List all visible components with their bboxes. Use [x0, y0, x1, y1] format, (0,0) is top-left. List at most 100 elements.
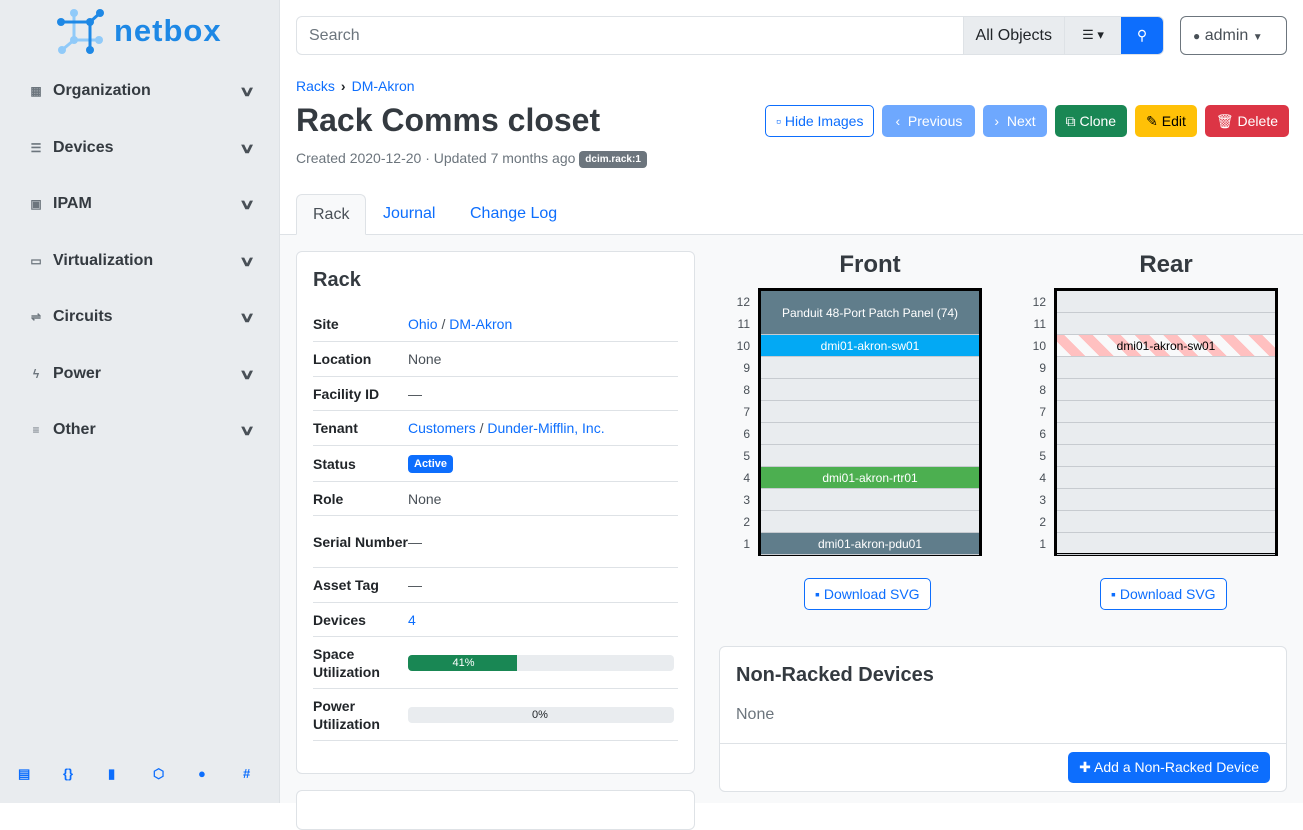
monitor-icon: ▭ — [30, 254, 42, 268]
label: Devices — [313, 611, 366, 628]
download-front-svg-button[interactable]: ▪ Download SVG — [804, 578, 931, 610]
nav-label: Devices — [53, 139, 114, 156]
sidebar-item-circuits[interactable]: ⇌ Circuits ∨ — [28, 308, 256, 326]
devices-link[interactable]: 4 — [408, 611, 416, 628]
api-icon[interactable]: {} — [63, 766, 74, 781]
unit-number: 11 — [737, 317, 750, 331]
ip-icon: ▣ — [30, 197, 42, 211]
previous-button[interactable]: ‹ Previous — [882, 105, 976, 137]
rack-unit[interactable] — [1057, 511, 1275, 533]
page-meta: Created 2020-12-20 · Updated 7 months ag… — [296, 150, 647, 168]
value: — — [408, 533, 422, 550]
tenant-link[interactable]: Dunder-Mifflin, Inc. — [487, 420, 605, 436]
rack-unit[interactable] — [761, 379, 979, 401]
sidebar-item-organization[interactable]: ▦ Organization ∨ — [28, 82, 256, 100]
tenant-group-link[interactable]: Customers — [408, 420, 476, 436]
rack-unit[interactable] — [1057, 489, 1275, 511]
brand-name: netbox — [114, 13, 222, 48]
tab-rack[interactable]: Rack — [296, 194, 367, 235]
rack-unit[interactable] — [761, 401, 979, 423]
rack-unit[interactable] — [1057, 401, 1275, 423]
unit-number: 10 — [1032, 339, 1046, 353]
rack-unit[interactable] — [1057, 445, 1275, 467]
unit-number: 4 — [743, 471, 750, 485]
object-type-select[interactable]: All Objects — [962, 17, 1064, 54]
rack-unit[interactable] — [1057, 379, 1275, 401]
chevron-right-icon: › — [340, 78, 346, 94]
card-title: Rack — [313, 269, 361, 291]
rack-device[interactable]: dmi01-akron-sw01 — [761, 335, 979, 357]
rack-device[interactable]: Panduit 48-Port Patch Panel (74) — [761, 291, 979, 335]
nav-label: Power — [53, 365, 102, 382]
tab-bar: Rack Journal Change Log — [280, 194, 1303, 235]
power-utilization-bar: 0% — [408, 706, 674, 723]
docs-icon[interactable]: ▤ — [18, 766, 31, 781]
lines-icon: ≡ — [32, 423, 40, 437]
delete-button[interactable]: 🗑 Delete — [1204, 105, 1289, 137]
add-non-racked-device-button[interactable]: ✚ Add a Non-Racked Device — [1068, 752, 1270, 783]
chevron-down-icon: ∨ — [238, 82, 256, 99]
unit-number: 9 — [743, 361, 750, 375]
slack-icon[interactable]: # — [243, 766, 251, 781]
site-link[interactable]: DM-Akron — [449, 316, 513, 332]
sidebar-item-virtualization[interactable]: ▭ Virtualization ∨ — [28, 252, 255, 270]
search-input[interactable]: Search — [309, 27, 360, 44]
rack-unit[interactable] — [761, 445, 979, 467]
trash-icon: 🗑 — [1215, 113, 1234, 129]
label: Download SVG — [1119, 586, 1216, 602]
rack-unit[interactable] — [761, 511, 979, 533]
search-icon: ⚲ — [1136, 27, 1148, 43]
graphql-icon[interactable]: ⬡ — [153, 766, 165, 781]
unit-number: 10 — [736, 339, 750, 353]
sidebar-item-other[interactable]: ≡ Other ∨ — [28, 421, 256, 439]
rack-unit[interactable] — [1057, 423, 1275, 445]
unit-number: 1 — [743, 537, 750, 551]
unit-number: 12 — [736, 295, 750, 309]
rack-unit[interactable] — [1057, 467, 1275, 489]
search-button[interactable]: ⚲ — [1121, 17, 1163, 54]
tab-journal[interactable]: Journal — [383, 205, 436, 222]
label: Space Utilization — [313, 645, 380, 680]
chevron-left-icon: ‹ — [895, 113, 901, 129]
rack-card: Rack Site Ohio / DM-Akron Location None Fa… — [296, 251, 695, 774]
sidebar-item-ipam[interactable]: ▣ IPAM ∨ — [28, 195, 255, 213]
sidebar-item-power[interactable]: ϟ Power ∨ — [28, 365, 255, 383]
label: Previous — [907, 113, 963, 129]
rack-unit[interactable] — [761, 357, 979, 379]
rack-device[interactable]: dmi01-akron-sw01 — [1057, 335, 1275, 357]
sidebar-item-devices[interactable]: ☰ Devices ∨ — [28, 139, 255, 157]
region-link[interactable]: Ohio — [408, 316, 438, 332]
label: Download SVG — [823, 586, 920, 602]
rack-unit[interactable] — [1057, 357, 1275, 379]
clone-button[interactable]: ⧉ Clone — [1054, 105, 1128, 137]
unit-number: 3 — [743, 493, 750, 507]
edit-button[interactable]: ✎ Edit — [1135, 105, 1197, 137]
netbox-logo[interactable]: netbox — [56, 8, 222, 54]
row-serial: Serial Number — — [313, 516, 678, 568]
rack-unit[interactable] — [761, 423, 979, 445]
github-icon[interactable]: ● — [198, 766, 206, 781]
chevron-down-icon: ∨ — [238, 421, 256, 438]
download-rear-svg-button[interactable]: ▪ Download SVG — [1100, 578, 1227, 610]
chevron-right-icon: › — [994, 113, 1000, 129]
circuit-icon: ⇌ — [30, 310, 42, 324]
unit-number: 8 — [1039, 383, 1046, 397]
page-title: Rack Comms closet — [296, 102, 601, 138]
rack-device[interactable]: dmi01-akron-pdu01 — [761, 533, 979, 555]
progress-label: 0% — [532, 708, 548, 721]
breadcrumb-site[interactable]: DM-Akron — [351, 78, 415, 94]
breadcrumb-racks[interactable]: Racks — [296, 78, 335, 94]
rack-unit[interactable] — [1057, 291, 1275, 313]
hide-images-button[interactable]: ▫ Hide Images — [765, 105, 875, 137]
rack-unit[interactable] — [1057, 313, 1275, 335]
chevron-down-icon: ∨ — [238, 308, 256, 325]
next-button[interactable]: › Next — [983, 105, 1047, 137]
rack-unit[interactable] — [761, 489, 979, 511]
tab-change-log[interactable]: Change Log — [470, 205, 558, 222]
front-rack-elevation: Panduit 48-Port Patch Panel (74) dmi01-ak… — [758, 288, 982, 556]
book-icon[interactable]: ▮ — [108, 766, 116, 781]
rack-device[interactable]: dmi01-akron-rtr01 — [761, 467, 979, 489]
rack-unit[interactable] — [1057, 533, 1275, 555]
user-menu[interactable]: ● admin ▼ — [1180, 16, 1287, 55]
filter-dropdown[interactable]: ☰ ▾ — [1064, 17, 1121, 54]
